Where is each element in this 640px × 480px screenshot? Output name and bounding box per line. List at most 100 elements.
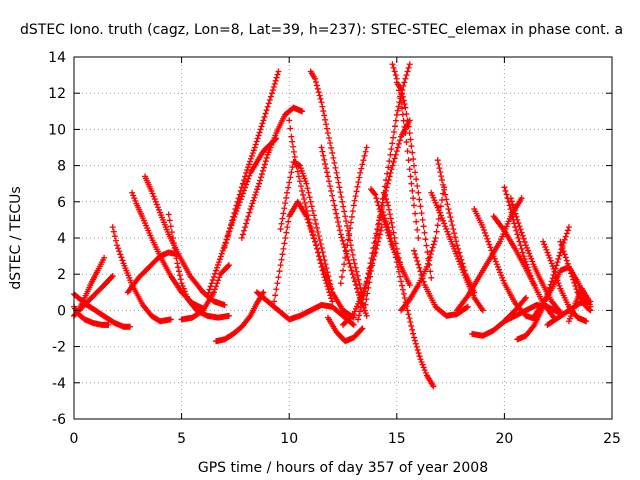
data-point: [279, 215, 286, 222]
data-point: [448, 218, 455, 225]
y-tick-label: 4: [57, 231, 66, 247]
data-point: [409, 326, 416, 333]
data-point: [521, 295, 528, 302]
data-point: [168, 229, 175, 236]
data-point: [318, 99, 325, 106]
data-point: [401, 294, 408, 301]
data-point: [318, 245, 325, 252]
x-tick-label: 0: [70, 431, 79, 447]
data-point: [458, 256, 465, 263]
data-point: [281, 205, 288, 212]
data-point: [398, 86, 405, 93]
data-point: [549, 263, 556, 270]
data-point: [438, 177, 445, 184]
data-point: [354, 183, 361, 190]
data-point: [523, 261, 530, 268]
data-point: [275, 68, 282, 75]
data-point: [209, 277, 216, 284]
data-point: [416, 264, 423, 271]
data-point: [289, 138, 296, 145]
data-point: [323, 121, 330, 128]
data-point: [273, 286, 280, 293]
data-point: [390, 158, 397, 165]
data-point: [408, 143, 415, 150]
data-point: [338, 273, 345, 280]
data-point: [409, 187, 416, 194]
data-point: [318, 144, 325, 151]
data-point: [129, 189, 136, 196]
data-point: [408, 180, 415, 187]
data-point: [490, 253, 497, 260]
data-point: [224, 232, 231, 239]
data-point: [301, 200, 308, 207]
data-point: [527, 272, 534, 279]
data-point: [344, 222, 351, 229]
data-point: [263, 107, 270, 114]
data-series: [238, 104, 306, 241]
data-point: [283, 229, 290, 236]
data-point: [167, 223, 174, 230]
data-series: [544, 298, 594, 328]
x-tick-label: 20: [495, 431, 513, 447]
data-point: [278, 256, 285, 263]
data-series: [337, 144, 370, 287]
data-point: [320, 152, 327, 159]
data-point: [400, 290, 407, 297]
data-point: [256, 129, 263, 136]
data-point: [387, 169, 394, 176]
data-point: [452, 234, 459, 241]
data-point: [397, 137, 404, 144]
data-point: [402, 104, 409, 111]
data-point: [507, 195, 514, 202]
data-point: [411, 337, 418, 344]
data-point: [214, 261, 221, 268]
data-point: [337, 231, 344, 238]
data-point: [338, 234, 345, 241]
data-point: [312, 79, 319, 86]
data-point: [246, 209, 253, 216]
data-point: [299, 187, 306, 194]
data-point: [340, 241, 347, 248]
data-point: [554, 259, 561, 266]
data-point: [358, 300, 365, 307]
data-point: [177, 276, 184, 283]
data-point: [405, 123, 412, 130]
data-point: [542, 244, 549, 251]
data-point: [556, 252, 563, 259]
data-point: [525, 267, 532, 274]
data-point: [440, 181, 447, 188]
data-point: [243, 181, 250, 188]
data-point: [346, 260, 353, 267]
data-point: [251, 194, 258, 201]
data-point: [340, 203, 347, 210]
data-point: [408, 322, 415, 329]
data-point: [326, 178, 333, 185]
data-point: [288, 133, 295, 140]
data-point: [151, 196, 158, 203]
data-point: [436, 209, 443, 216]
data-point: [455, 245, 462, 252]
data-point: [522, 242, 529, 249]
data-point: [348, 247, 355, 254]
data-point: [373, 195, 380, 202]
data-point: [246, 161, 253, 168]
data-point: [444, 201, 451, 208]
data-point: [304, 185, 311, 192]
data-series: [367, 186, 413, 289]
data-point: [215, 259, 222, 266]
data-point: [308, 203, 315, 210]
data-point: [410, 156, 417, 163]
data-point: [331, 202, 338, 209]
data-point: [313, 242, 320, 249]
data-point: [223, 236, 230, 243]
data-point: [312, 216, 319, 223]
data-point: [280, 245, 287, 252]
data-point: [426, 254, 433, 261]
data-point: [548, 260, 555, 267]
data-point: [349, 251, 356, 258]
data-point: [551, 268, 558, 275]
data-point: [309, 207, 316, 214]
data-point: [261, 113, 268, 120]
data-series: [71, 291, 133, 330]
data-point: [352, 193, 359, 200]
